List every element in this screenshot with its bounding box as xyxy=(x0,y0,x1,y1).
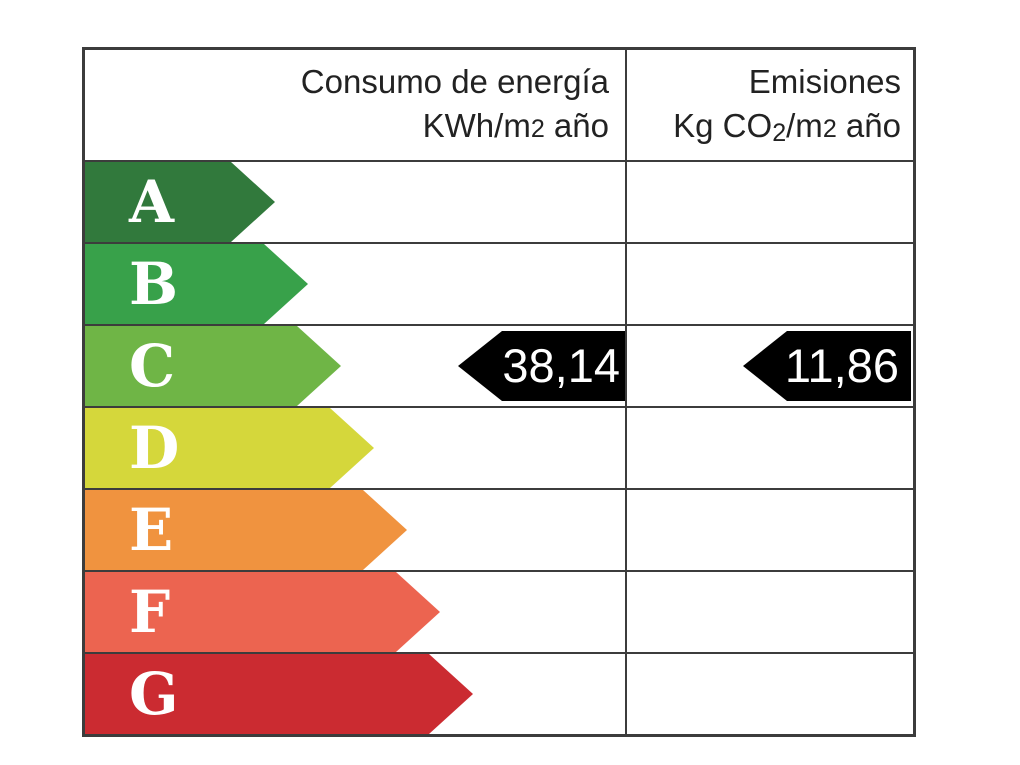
rating-row-d: D xyxy=(85,406,913,488)
emisiones-value: 11,86 xyxy=(784,339,899,392)
rating-row-e: E xyxy=(85,488,913,570)
header-emisiones-line2: Kg CO2/m2 año xyxy=(673,106,901,148)
rating-arrow-g: G xyxy=(85,654,473,734)
rating-arrow-f: F xyxy=(85,572,440,652)
rating-row-g: G xyxy=(85,652,913,734)
header-emisiones-line1: Emisiones xyxy=(748,62,901,100)
rating-arrow-c: C xyxy=(85,326,341,406)
header-consumo: Consumo de energía KWh/m2 año xyxy=(85,50,625,160)
column-divider xyxy=(625,50,627,734)
header-consumo-line1: Consumo de energía xyxy=(300,62,609,100)
rating-letter-e: E xyxy=(129,496,174,564)
rating-letter-g: G xyxy=(129,660,179,728)
rating-arrow-d: D xyxy=(85,408,374,488)
header-consumo-line2: KWh/m2 año xyxy=(422,106,609,144)
rating-row-a: A xyxy=(85,160,913,242)
rating-letter-f: F xyxy=(129,578,171,646)
rating-arrow-e: E xyxy=(85,490,407,570)
rating-letter-d: D xyxy=(129,414,180,482)
consumo-value-arrow: 38,14 xyxy=(458,331,625,401)
energy-efficiency-label: Consumo de energía KWh/m2 año Emisiones … xyxy=(82,47,916,737)
rating-arrow-b: B xyxy=(85,244,308,324)
emisiones-value-arrow: 11,86 xyxy=(743,331,911,401)
rating-row-b: B xyxy=(85,242,913,324)
rating-letter-b: B xyxy=(129,250,179,318)
rating-row-f: F xyxy=(85,570,913,652)
header-row: Consumo de energía KWh/m2 año Emisiones … xyxy=(85,50,913,160)
header-emisiones: Emisiones Kg CO2/m2 año xyxy=(625,50,913,160)
rating-letter-c: C xyxy=(129,332,176,400)
rating-letter-a: A xyxy=(129,168,175,236)
rating-row-c: C 38,14 11,86 xyxy=(85,324,913,406)
consumo-value: 38,14 xyxy=(502,339,620,392)
rating-arrow-a: A xyxy=(85,162,275,242)
